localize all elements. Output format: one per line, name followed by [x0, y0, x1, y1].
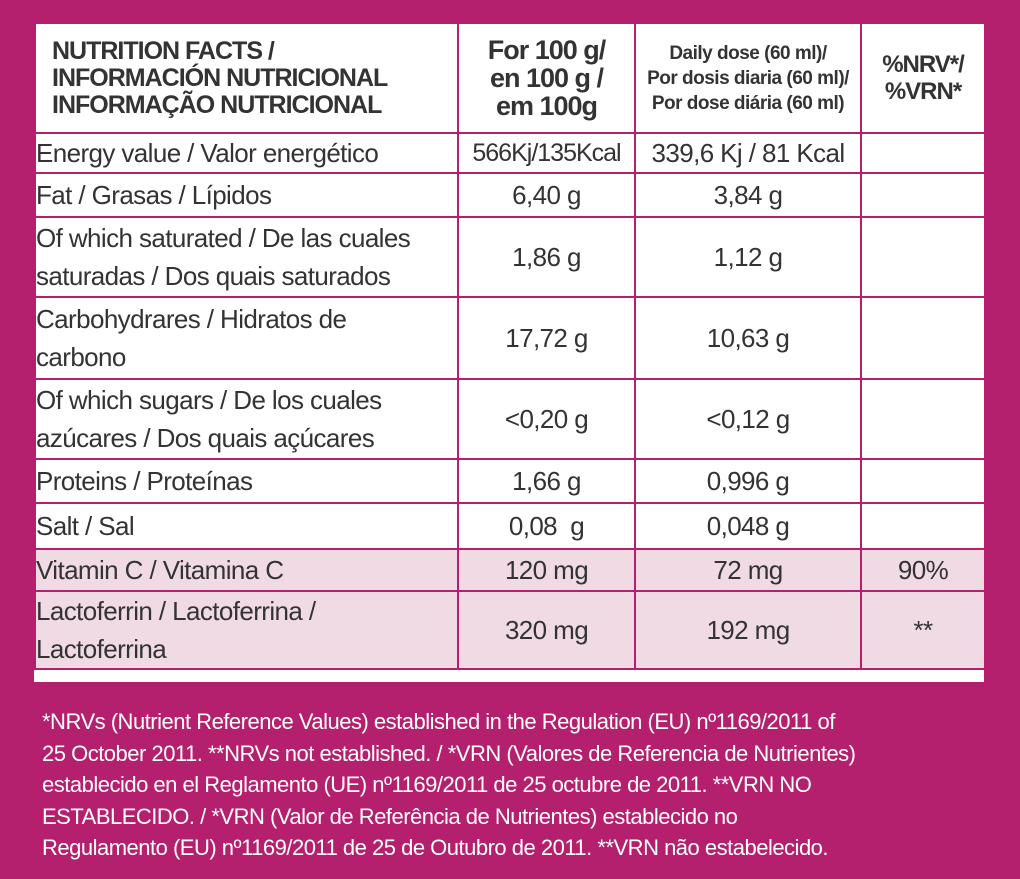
footnote-line: establecido en el Reglamento (UE) nº1169… [42, 772, 812, 797]
row-daily: 0,048 g [634, 502, 862, 550]
footnote-line: *NRVs (Nutrient Reference Values) establ… [42, 709, 835, 734]
row-label: Energy value / Valor energético [34, 132, 459, 174]
regulation-footnote: *NRVs (Nutrient Reference Values) establ… [42, 706, 982, 864]
row-nrv: ** [860, 590, 986, 670]
row-per100: 320 mg [457, 590, 636, 670]
row-nrv [860, 458, 986, 504]
table-row-carbohydrates: Carbohydrares / Hidratos de carbono 17,7… [34, 296, 986, 380]
row-label: Fat / Grasas / Lípidos [34, 172, 459, 218]
table-row-saturated: Of which saturated / De las cuales satur… [34, 216, 986, 298]
row-nrv [860, 216, 986, 298]
row-label: Lactoferrin / Lactoferrina / Lactoferrin… [34, 590, 459, 670]
row-per100: 566Kj/135Kcal [457, 132, 636, 174]
row-label: Vitamin C / Vitamina C [34, 548, 459, 592]
row-label: Carbohydrares / Hidratos de carbono [34, 296, 459, 380]
nutrition-table: NUTRITION FACTS / INFORMACIÓN NUTRICIONA… [34, 22, 986, 670]
header-daily-dose: Daily dose (60 ml)/ Por dosis diaria (60… [634, 22, 862, 134]
row-daily: 339,6 Kj / 81 Kcal [634, 132, 862, 174]
row-label: Of which sugars / De los cuales azúcares… [34, 378, 459, 460]
table-row-salt: Salt / Sal 0,08 g 0,048 g [34, 502, 986, 550]
table-row-proteins: Proteins / Proteínas 1,66 g 0,996 g [34, 458, 986, 504]
row-label: Of which saturated / De las cuales satur… [34, 216, 459, 298]
row-nrv [860, 378, 986, 460]
table-row-lactoferrin: Lactoferrin / Lactoferrina / Lactoferrin… [34, 590, 986, 670]
row-per100: 17,72 g [457, 296, 636, 380]
row-per100: 0,08 g [457, 502, 636, 550]
row-daily: <0,12 g [634, 378, 862, 460]
row-daily: 192 mg [634, 590, 862, 670]
row-label: Proteins / Proteínas [34, 458, 459, 504]
row-per100: 6,40 g [457, 172, 636, 218]
table-header-row: NUTRITION FACTS / INFORMACIÓN NUTRICIONA… [34, 22, 986, 134]
row-daily: 1,12 g [634, 216, 862, 298]
row-daily: 72 mg [634, 548, 862, 592]
row-per100: <0,20 g [457, 378, 636, 460]
row-per100: 1,66 g [457, 458, 636, 504]
row-daily: 0,996 g [634, 458, 862, 504]
row-daily: 3,84 g [634, 172, 862, 218]
footnote-line: 25 October 2011. **NRVs not established.… [42, 740, 856, 766]
table-row-fat: Fat / Grasas / Lípidos 6,40 g 3,84 g [34, 172, 986, 218]
row-label: Salt / Sal [34, 502, 459, 550]
row-per100: 1,86 g [457, 216, 636, 298]
row-nrv [860, 172, 986, 218]
table-row-vitamin-c: Vitamin C / Vitamina C 120 mg 72 mg 90% [34, 548, 986, 592]
header-title: NUTRITION FACTS / INFORMACIÓN NUTRICIONA… [34, 22, 459, 134]
row-nrv [860, 132, 986, 174]
header-nrv: %NRV*/ %VRN* [860, 22, 986, 134]
row-daily: 10,63 g [634, 296, 862, 380]
row-nrv [860, 502, 986, 550]
footnote-line: Regulamento (EU) nº1169/2011 de 25 de Ou… [42, 835, 829, 860]
header-per-100g: For 100 g/ en 100 g / em 100g [457, 22, 636, 134]
table-row-sugars: Of which sugars / De los cuales azúcares… [34, 378, 986, 460]
row-nrv: 90% [860, 548, 986, 592]
row-nrv [860, 296, 986, 380]
row-per100: 120 mg [457, 548, 636, 592]
footnote-line: ESTABLECIDO. / *VRN (Valor de Referência… [42, 803, 738, 829]
table-row-energy: Energy value / Valor energético 566Kj/13… [34, 132, 986, 174]
